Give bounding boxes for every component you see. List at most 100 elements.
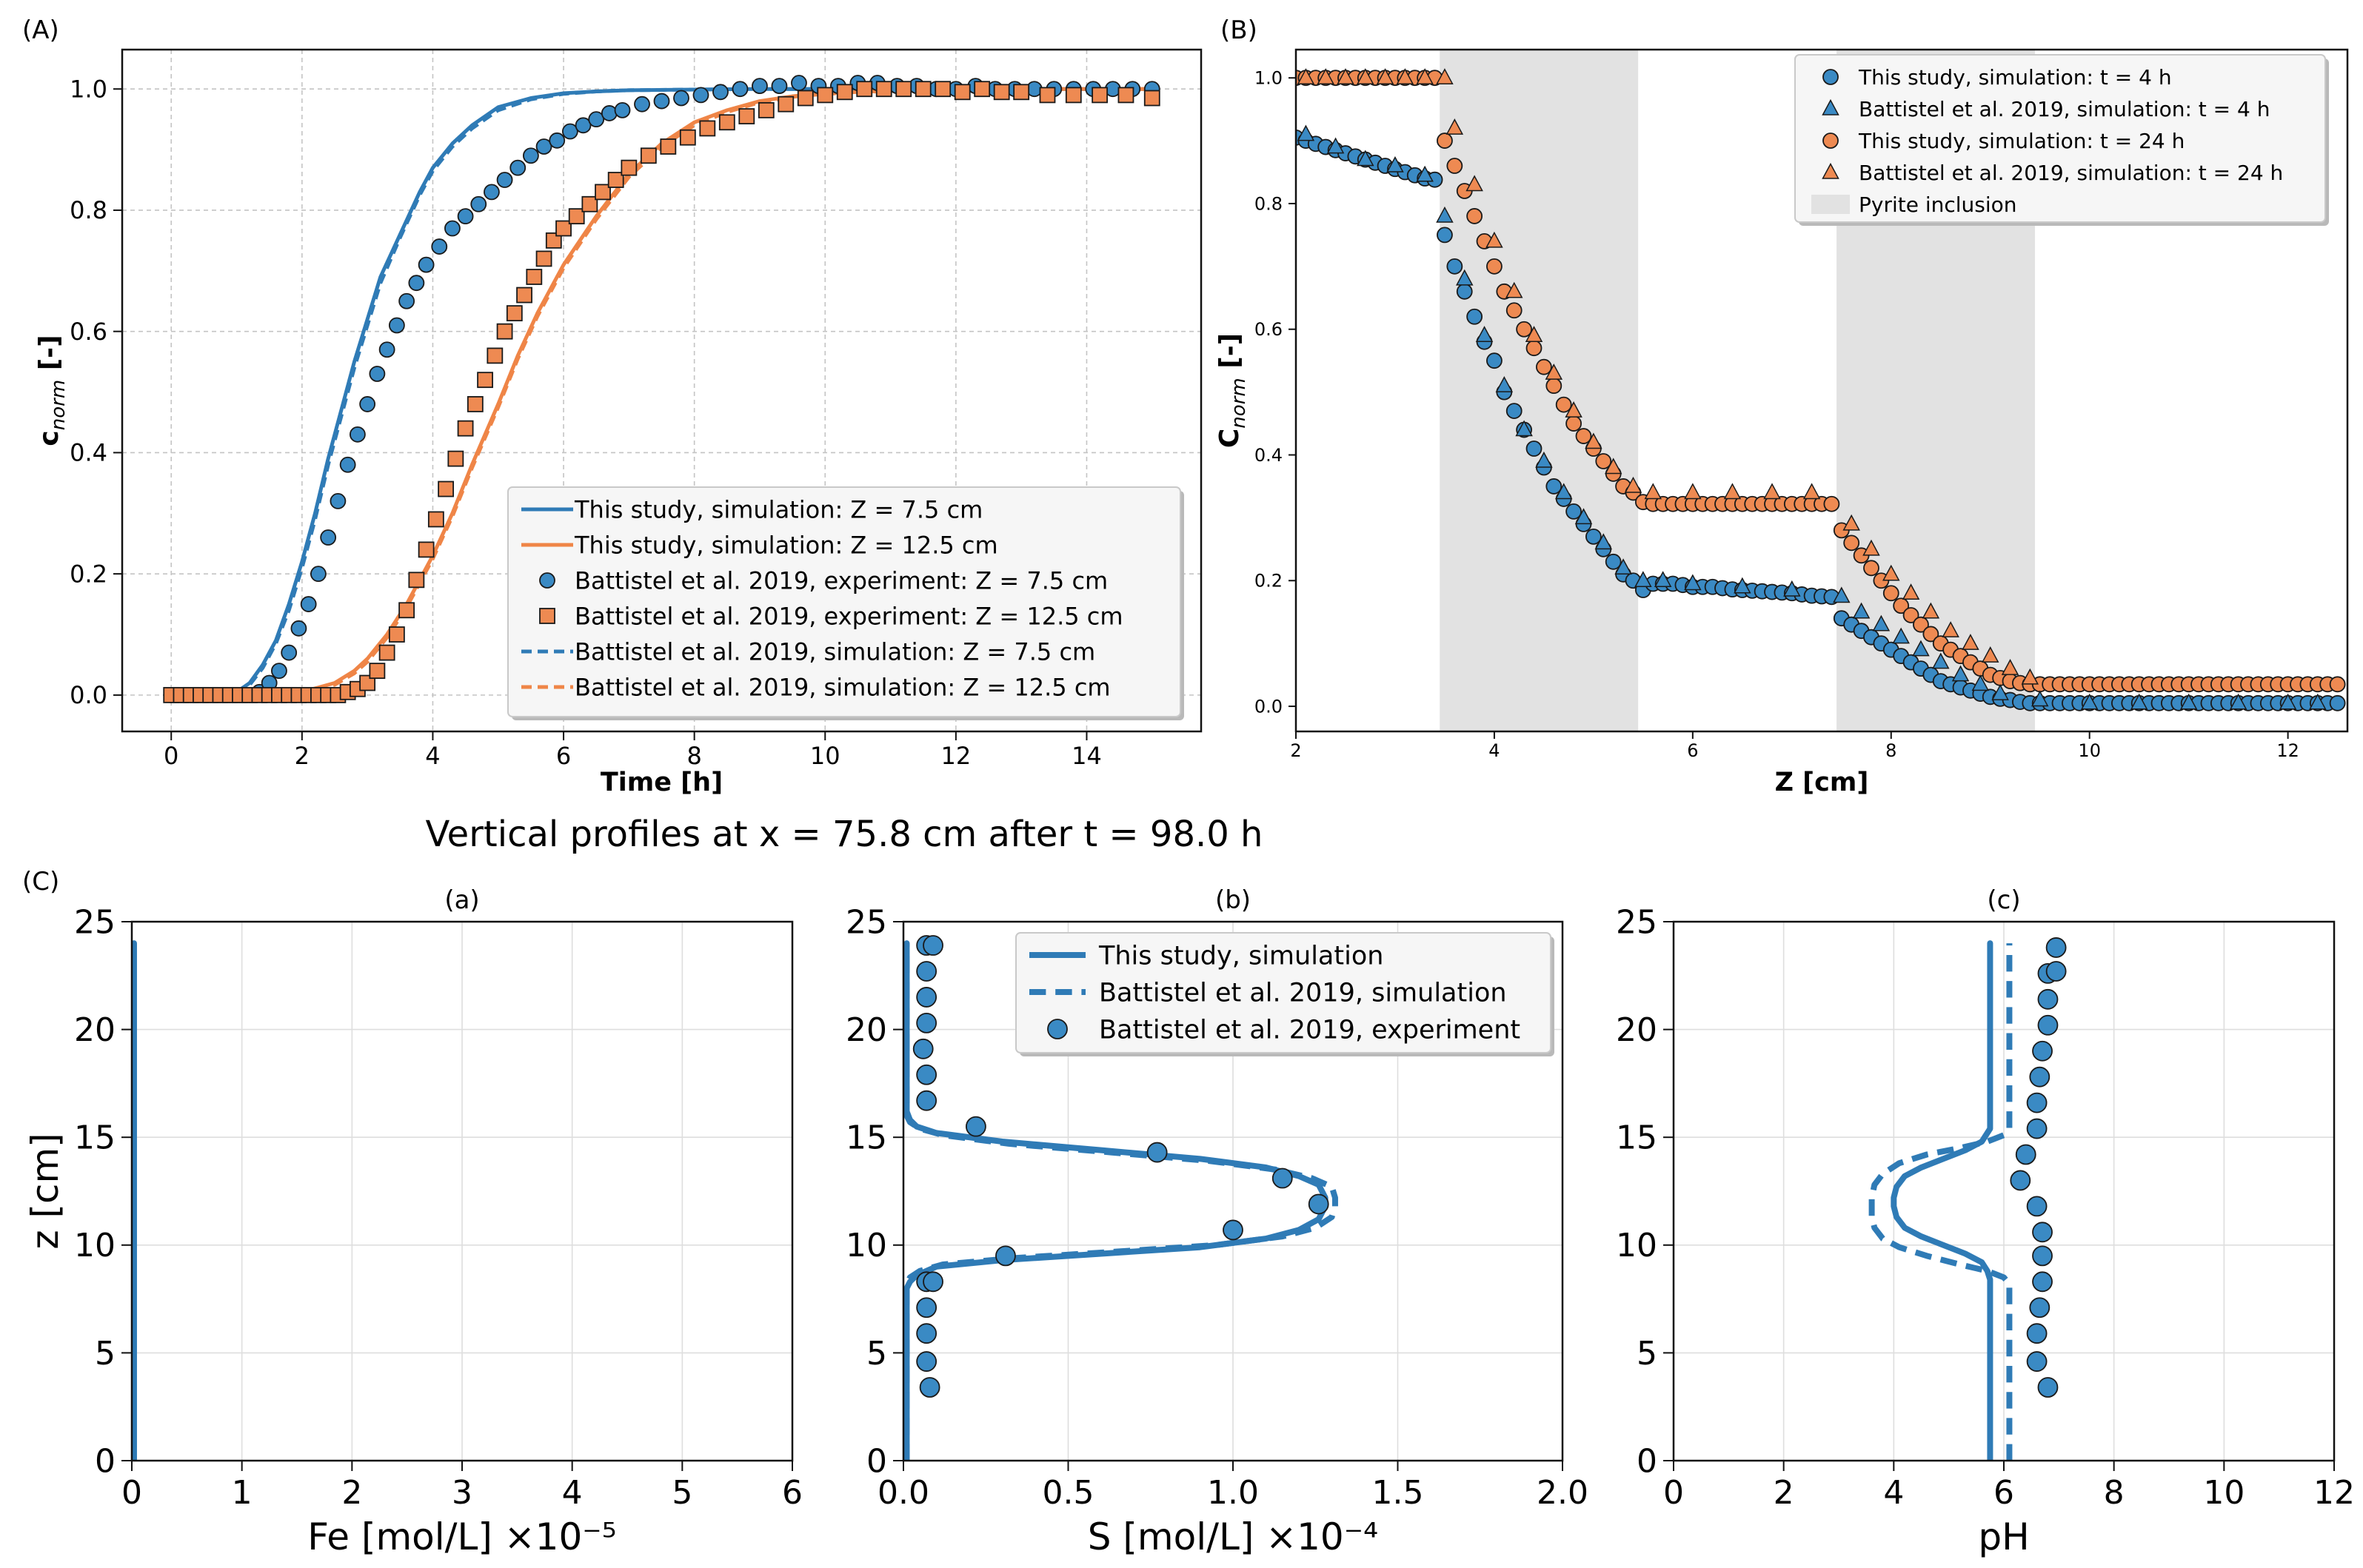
- data-point: [1545, 363, 1563, 380]
- x-tick-label: 14: [1072, 742, 1102, 770]
- data-point: [954, 84, 971, 101]
- data-point: [1892, 627, 1910, 644]
- x-tick-label: 5: [672, 1474, 692, 1512]
- data-point: [836, 84, 853, 101]
- data-point: [526, 269, 543, 285]
- data-point: [1436, 206, 1454, 223]
- x-axis-label: Time [h]: [601, 768, 723, 797]
- legend-box: [1794, 54, 2326, 223]
- data-point: [496, 172, 513, 188]
- data-point: [797, 90, 814, 107]
- data-point: [1971, 674, 1990, 691]
- y-axis-label-main: C: [1214, 429, 1245, 448]
- data-point: [310, 566, 327, 583]
- data-point: [1466, 308, 1483, 325]
- data-point: [2032, 1040, 2053, 1062]
- data-point: [771, 78, 788, 95]
- panel-label-a: (A): [22, 16, 59, 45]
- data-point: [2026, 1196, 2048, 1217]
- data-point: [1223, 1219, 1243, 1241]
- legend-patch-swatch: [1811, 195, 1850, 214]
- data-point: [1605, 553, 1622, 570]
- data-point: [1555, 396, 1572, 413]
- data-point: [1337, 68, 1354, 84]
- legend-label: Battistel et al. 2019, simulation: Z = 1…: [575, 674, 1111, 702]
- data-point: [817, 87, 834, 104]
- axes-frame: [121, 48, 1203, 733]
- data-point: [496, 323, 513, 340]
- data-point: [1575, 428, 1592, 444]
- data-point: [418, 256, 435, 273]
- data-point: [916, 1090, 937, 1111]
- x-tick-label: 1.5: [1372, 1474, 1424, 1512]
- data-point: [660, 138, 677, 155]
- data-point: [699, 120, 716, 137]
- data-point: [1545, 478, 1562, 495]
- data-point: [1862, 539, 1880, 556]
- y-tick-label: 5: [95, 1335, 116, 1373]
- x-tick-label: 0.0: [878, 1474, 929, 1512]
- x-tick-label: 2: [295, 742, 310, 770]
- y-tick-label: 15: [74, 1119, 116, 1157]
- data-point: [712, 84, 729, 101]
- data-point: [300, 596, 317, 612]
- data-point: [1092, 87, 1109, 104]
- data-point: [467, 396, 484, 412]
- data-point: [271, 663, 287, 680]
- y-tick-label: 20: [846, 1011, 887, 1049]
- x-tick-label: 0: [121, 1474, 142, 1512]
- data-point: [438, 480, 454, 497]
- data-point: [923, 1271, 943, 1293]
- data-point: [1763, 483, 1781, 500]
- legend-marker-swatch: [1822, 69, 1839, 85]
- data-point: [1326, 137, 1345, 154]
- data-point: [1802, 483, 1821, 500]
- data-point: [1783, 580, 1801, 597]
- data-point: [1991, 683, 2009, 700]
- data-point: [692, 87, 709, 104]
- legend-label: Battistel et al. 2019, experiment: Z = 1…: [575, 603, 1123, 631]
- data-point: [1545, 378, 1562, 395]
- y-tick-label: 1.0: [70, 75, 107, 103]
- y-tick-label: 0.2: [70, 560, 107, 588]
- data-point: [388, 626, 405, 643]
- data-point: [1308, 1193, 1329, 1215]
- data-point: [673, 90, 689, 107]
- y-tick-label: 15: [1616, 1119, 1657, 1157]
- data-point: [1594, 533, 1613, 550]
- data-point: [966, 1116, 986, 1137]
- data-point: [1317, 68, 1334, 84]
- data-point: [1634, 571, 1652, 588]
- legend-box: [1015, 932, 1551, 1053]
- subplot-title: (a): [444, 885, 479, 915]
- data-point: [995, 1245, 1016, 1267]
- chart-cb: 0.0 0.5 1.0 1.5 2.0 0 5 10 15 20 25 S [mol/L] ×10⁻⁴…: [846, 885, 1588, 1558]
- data-point: [1913, 616, 1929, 633]
- y-tick-label: 10: [74, 1227, 116, 1264]
- data-point: [1565, 503, 1582, 520]
- y-tick-label: 10: [1616, 1227, 1657, 1264]
- data-point: [640, 147, 657, 164]
- data-point: [2026, 1092, 2048, 1113]
- x-tick-label: 2.0: [1537, 1474, 1588, 1512]
- legend-label: Pyrite inclusion: [1859, 192, 2017, 217]
- x-tick-label: 4: [425, 742, 440, 770]
- data-point: [509, 159, 527, 176]
- y-axis-label-subscript: norm: [47, 380, 70, 430]
- data-point: [912, 1038, 934, 1059]
- y-tick-label: 15: [846, 1119, 887, 1157]
- data-point: [1486, 352, 1503, 369]
- x-tick-label: 0.5: [1043, 1474, 1094, 1512]
- data-point: [791, 75, 807, 91]
- data-point: [1951, 665, 1970, 682]
- data-point: [339, 456, 356, 473]
- data-point: [1654, 571, 1672, 588]
- data-point: [1525, 326, 1543, 342]
- data-point: [923, 935, 943, 956]
- series-line: [171, 87, 1152, 697]
- x-tick-label: 0: [1663, 1474, 1684, 1512]
- data-point: [281, 644, 298, 661]
- x-tick-label: 8: [686, 742, 701, 770]
- data-point: [1684, 574, 1702, 591]
